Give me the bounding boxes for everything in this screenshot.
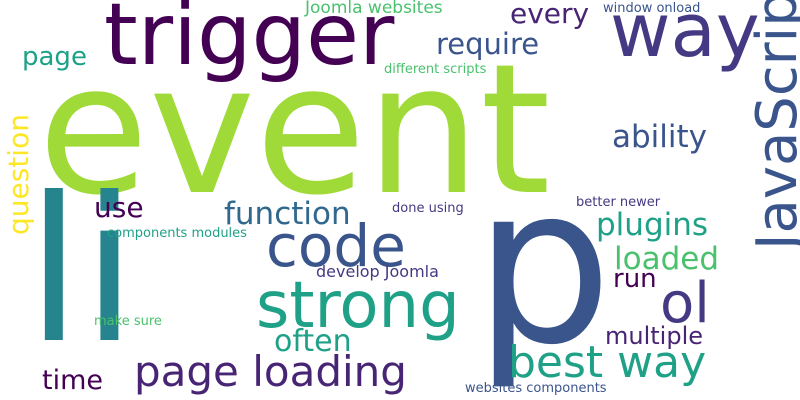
word-develop-joomla: develop Joomla [316,262,439,281]
word-multiple: multiple [605,322,704,350]
word-better-newer: better newer [576,195,661,210]
word-p: p [474,140,613,393]
word-way: way [610,0,760,74]
word-question: question [2,114,35,235]
word-page: page [22,42,87,72]
word-done-using: done using [392,201,464,216]
word-loaded: loaded [614,241,720,277]
word-strong: strong [256,269,460,343]
word-plugins: plugins [596,207,709,243]
word-code: code [266,212,406,280]
word-websites-components: websites components [465,381,607,396]
word-often: often [274,324,352,359]
word-trigger: trigger [104,0,395,85]
word-run: run [613,264,657,294]
word-event: event [38,26,551,235]
word-page-loading: page loading [134,347,407,396]
word-function: function [224,196,351,232]
word-ol: ol [660,271,710,336]
word-different-scripts: different scripts [384,62,487,77]
word-best-way: best way [508,337,707,388]
word-window-onload: window onload [603,1,701,16]
word-components-modules: components modules [107,226,247,241]
word-joomla-websites: Joomla websites [305,0,443,18]
word-every: every [510,0,590,30]
word-li: li [26,155,138,388]
word-make-sure: make sure [94,314,162,329]
word-time: time [42,365,104,396]
word-use: use [94,191,144,224]
word-ability: ability [612,119,708,155]
word-require: require [436,27,540,61]
word-javascript: JavaScript [745,0,800,250]
